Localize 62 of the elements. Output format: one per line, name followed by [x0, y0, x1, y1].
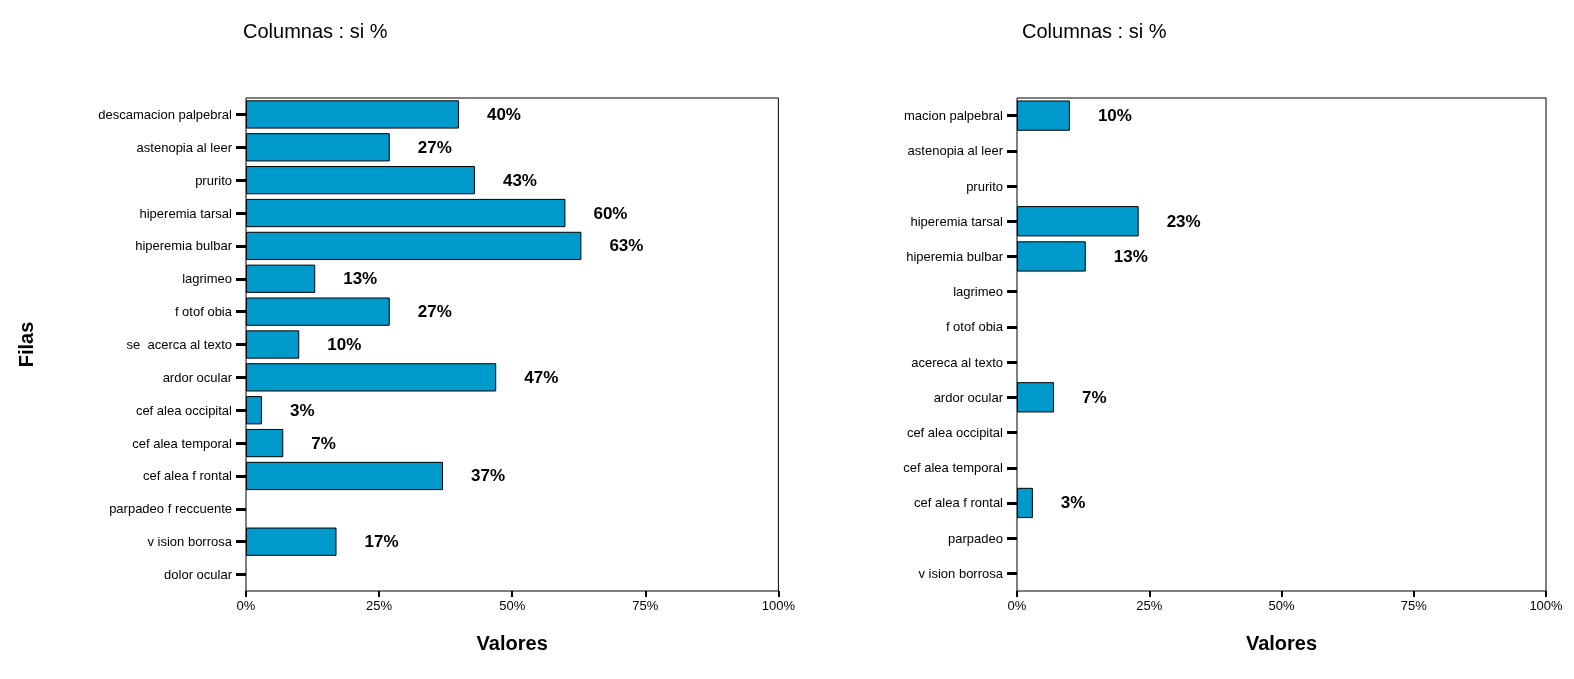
y-tick-label: macion palpebral — [903, 108, 1004, 124]
y-tick-label: descamacion palpebral — [98, 106, 233, 122]
y-tick-label: prurito — [966, 178, 1003, 194]
y-tick-label: astenopia al leer — [136, 139, 233, 155]
x-tick-label: 50% — [499, 598, 526, 613]
data-label: 7% — [1082, 387, 1107, 407]
y-tick-label: cef alea f rontal — [143, 468, 233, 484]
x-tick-label: 25% — [1136, 598, 1163, 613]
data-label: 63% — [609, 236, 644, 256]
x-tick-label: 100% — [761, 598, 796, 613]
data-label: 3% — [1060, 493, 1086, 513]
y-tick-label: parpadeo — [948, 530, 1003, 546]
data-label: 17% — [364, 532, 399, 552]
data-label: 60% — [593, 203, 628, 223]
x-axis-title: Valores — [476, 632, 548, 654]
x-tick-label: 0% — [236, 598, 256, 613]
y-tick-label: hiperemia tarsal — [139, 205, 233, 221]
y-tick-label: lagrimeo — [953, 284, 1003, 300]
data-label: 3% — [289, 400, 315, 420]
y-tick-label: hiperemia bulbar — [135, 238, 233, 254]
y-tick-label: parpadeo f reccuente — [109, 501, 232, 517]
y-tick-label: se acerca al texto — [126, 337, 232, 352]
y-tick-label: cef alea occipital — [906, 425, 1004, 441]
data-label: 37% — [470, 466, 506, 486]
x-tick-label: 0% — [1007, 598, 1027, 613]
data-label: 13% — [343, 269, 378, 289]
y-tick-label: f otof obia — [174, 304, 233, 320]
data-label: 43% — [502, 170, 537, 190]
data-label: 47% — [524, 367, 559, 387]
x-tick-label: 75% — [632, 598, 659, 613]
x-tick-label: 50% — [1268, 598, 1295, 613]
data-label: 40% — [486, 104, 521, 124]
chart-title: Columnas : si % — [1022, 20, 1167, 42]
y-tick-label: hiperemia tarsal — [910, 213, 1004, 229]
y-tick-label: cef alea temporal — [903, 460, 1004, 476]
y-tick-label: astenopia al leer — [907, 143, 1004, 159]
y-tick-label: v ision borrosa — [918, 565, 1004, 581]
y-axis-title: Filas — [15, 321, 37, 368]
y-tick-label: prurito — [195, 172, 232, 188]
y-tick-label: cef alea temporal — [132, 435, 233, 451]
x-tick-label: 75% — [1400, 598, 1428, 613]
data-label: 23% — [1166, 211, 1201, 231]
y-tick-label: ardor ocular — [933, 389, 1004, 405]
y-tick-label: v ision borrosa — [147, 534, 233, 550]
x-tick-label: 25% — [366, 598, 393, 613]
y-tick-label: cef alea f rontal — [914, 495, 1004, 511]
data-label: 27% — [417, 137, 452, 157]
y-tick-label: f otof obia — [945, 319, 1004, 335]
y-tick-label: lagrimeo — [182, 271, 232, 287]
x-tick-label: 100% — [1529, 598, 1564, 613]
y-tick-label: cef alea occipital — [135, 402, 233, 418]
chart-title: Columnas : si % — [243, 20, 388, 42]
data-label: 10% — [327, 335, 362, 354]
y-tick-label: hiperemia bulbar — [906, 248, 1004, 264]
y-tick-label: ardor ocular — [162, 369, 233, 385]
data-label: 13% — [1113, 246, 1148, 266]
data-label: 27% — [417, 302, 452, 322]
data-label: 7% — [311, 433, 336, 453]
data-label: 10% — [1097, 106, 1132, 126]
y-tick-label: dolor ocular — [164, 567, 233, 583]
x-axis-title: Valores — [1245, 632, 1318, 654]
y-tick-label: acereca al texto — [911, 354, 1003, 370]
